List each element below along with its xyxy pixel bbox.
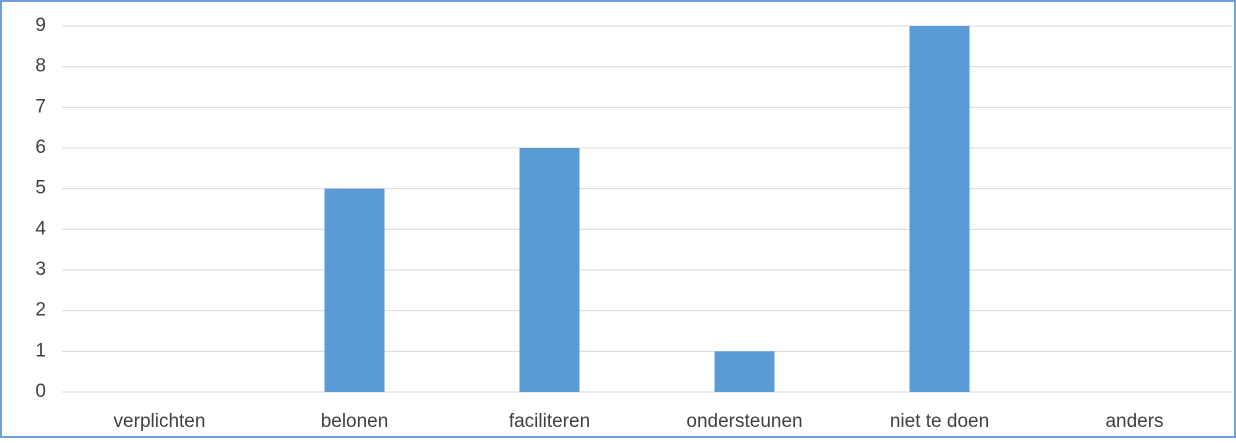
bar [909,26,970,392]
y-tick-label: 6 [35,137,46,158]
x-tick-label: faciliteren [509,411,590,432]
y-tick-label: 0 [35,381,46,402]
y-tick-label: 1 [35,340,46,361]
bar [324,188,385,392]
bar [519,148,580,392]
y-tick-label: 8 [35,56,46,77]
x-tick-label: anders [1105,411,1163,432]
x-tick-label: belonen [321,411,389,432]
y-tick-label: 9 [35,15,46,36]
y-tick-label: 4 [35,218,46,239]
bar [714,351,775,392]
y-tick-label: 2 [35,300,46,321]
y-tick-label: 5 [35,178,46,199]
x-tick-label: verplichten [114,411,206,432]
x-tick-label: niet te doen [890,411,989,432]
x-tick-label: ondersteunen [686,411,802,432]
y-tick-label: 7 [35,96,46,117]
y-tick-label: 3 [35,259,46,280]
